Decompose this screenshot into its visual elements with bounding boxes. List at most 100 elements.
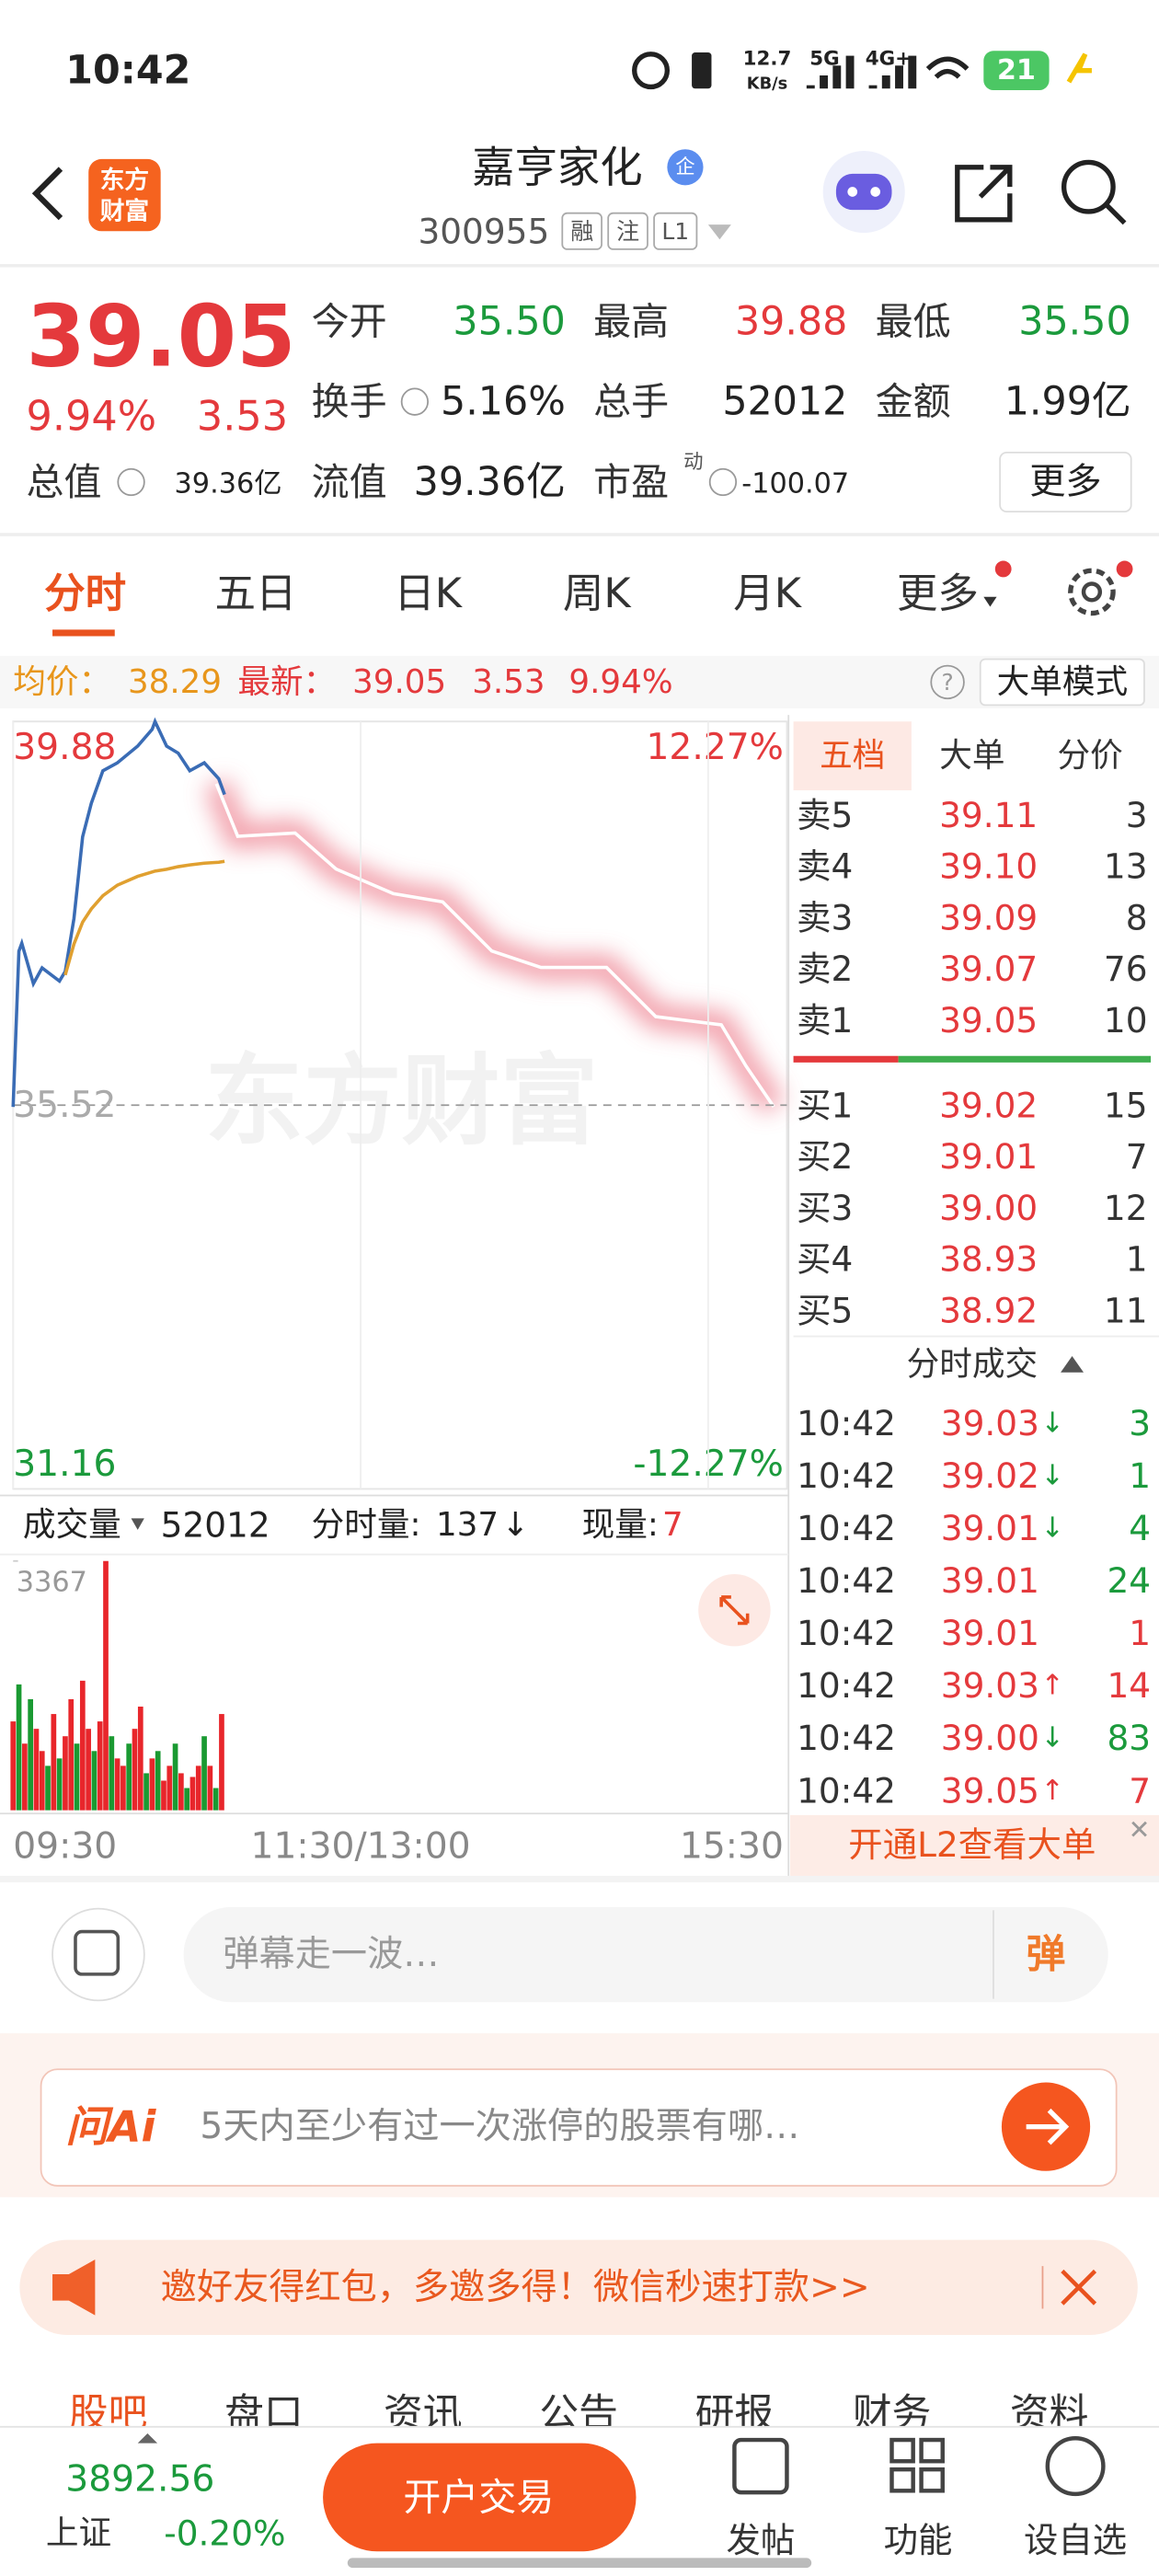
stat-value: 5.16% [441,379,566,425]
close-icon[interactable]: ✕ [1129,1815,1151,1846]
book-volume: 7 [1126,1136,1148,1177]
volume-bar [45,1765,51,1811]
trade-price: 39.00 [941,1718,1039,1758]
volume-bar [51,1714,57,1811]
clock: 10:42 [65,48,190,94]
latest-change-pct: 9.94% [568,663,672,701]
avg-label: 均价： [13,663,111,701]
red-dot [1116,560,1133,578]
volume-bar [91,1751,98,1811]
stat-label: 今开 [312,299,387,343]
post-icon[interactable] [732,2437,789,2495]
y-tick-label: 39.88 [13,727,116,768]
ai-send [1026,2108,1070,2145]
stat-label: 流值 [312,460,387,504]
dropdown [983,596,997,607]
trade-dir: ↑ [1040,1670,1063,1702]
ai-box[interactable] [40,2068,1118,2187]
volume-bar [184,1788,190,1811]
eye [870,187,881,197]
stat-value: 39.88 [735,298,847,344]
dropdown[interactable] [707,224,731,240]
minute-vol: 137 [436,1506,499,1544]
tab: 五日 [214,569,296,617]
signal-bar [895,65,903,89]
close-promo[interactable] [1061,2269,1097,2306]
trade-time: 10:42 [797,1770,896,1811]
help-icon[interactable] [930,664,965,700]
tab: 更多 [897,569,979,617]
book-price: 39.09 [939,897,1038,937]
trade-volume: 4 [1129,1508,1151,1548]
danmu-button: 弹 [1027,1932,1066,1978]
mode-button[interactable] [979,658,1145,707]
help: ? [941,669,953,696]
l2-banner-bg [790,1815,1159,1876]
vibrate-icon [692,52,712,89]
trade-volume: 7 [1129,1770,1151,1811]
battery [983,51,1050,91]
book-price: 38.92 [939,1290,1038,1330]
volume-bar [33,1729,40,1811]
book-volume: 76 [1104,949,1148,989]
danmu-icon[interactable] [52,1907,145,2002]
volume-bar [137,1707,143,1811]
index-value: 3892.56 [65,2458,214,2500]
book-price: 39.01 [939,1136,1038,1177]
stat-label: 总值 [27,460,102,504]
network: 4G+ [866,48,912,71]
stat-value: -100.07 [741,467,849,500]
book-tab: 分价 [1058,737,1123,775]
function-icon[interactable] [889,2437,915,2464]
book-label: 买5 [797,1290,853,1330]
trade-price: 39.01 [941,1508,1039,1548]
trade-price: 39.01 [941,1560,1039,1601]
tab: 周K [563,569,633,617]
book-price: 39.11 [939,795,1038,835]
more-button[interactable] [999,452,1132,512]
trade-dir: ↓ [1040,1512,1063,1545]
l2-banner: 开通L2查看大单 [848,1824,1096,1865]
stat-label: 最低 [876,299,951,343]
watchlist-icon[interactable] [1045,2436,1106,2497]
signal-bar [806,85,815,89]
danmu-placeholder: 弹幕走一波… [223,1934,439,1975]
book-label: 卖5 [797,795,853,835]
logo-text: 东方 [100,166,149,195]
trade-time: 10:42 [797,1613,896,1653]
volume-bar [195,1765,201,1811]
stat-label: 换手 [312,380,387,424]
function-icon [919,2467,945,2493]
back-button[interactable] [31,167,63,221]
trade-time: 10:42 [797,1665,896,1706]
nav-label: 功能 [884,2520,953,2560]
book-tab: 大单 [939,737,1004,775]
tab: 日K [394,569,464,617]
search-button[interactable] [1061,159,1116,214]
sort-icon [1061,1355,1084,1373]
function-icon [889,2467,915,2493]
current-vol: 7 [662,1506,683,1544]
book-volume: 15 [1104,1085,1148,1125]
trade-volume: 83 [1107,1718,1151,1758]
latest-change: 3.53 [472,663,545,701]
trade-price: 39.03 [941,1665,1039,1706]
tab: 分时 [44,569,126,617]
trade-button[interactable] [323,2443,637,2552]
volume-total: 52012 [161,1505,270,1546]
latest-label: 最新： [237,663,336,701]
x-tick-label: 11:30/13:00 [251,1825,471,1867]
latest-value: 39.05 [352,663,446,701]
nav-label: 发帖 [727,2520,796,2560]
promo-text: 邀好友得红包，多邀多得！微信秒速打款>> [161,2267,870,2308]
trade-time: 10:42 [797,1508,896,1548]
volume-bar [68,1698,75,1811]
share-button[interactable] [955,165,1013,223]
volume-bar [63,1736,68,1811]
info-icon [117,467,145,497]
promo-banner[interactable] [19,2239,1138,2336]
signal-bar [881,75,890,89]
danmu-input[interactable] [183,1906,1108,2003]
settings-button[interactable] [1068,568,1116,616]
charging [1066,52,1092,84]
